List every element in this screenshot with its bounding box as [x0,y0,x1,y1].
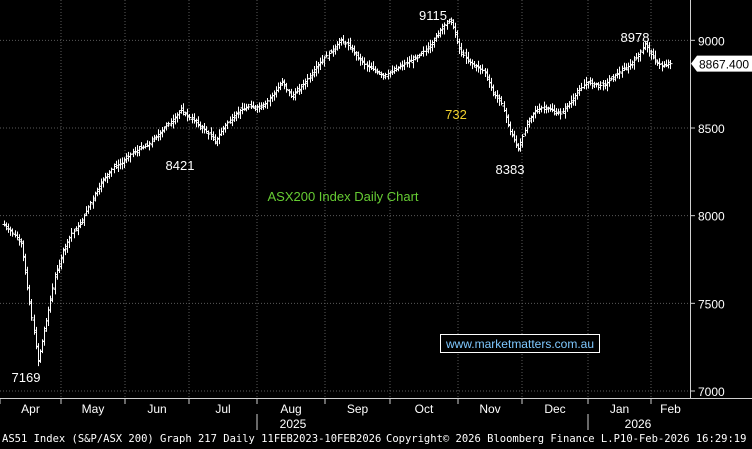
price-annotation: 732 [445,107,467,122]
x-month-label: Jun [147,402,166,416]
x-month-label: May [82,402,105,416]
x-month-label: Feb [660,402,681,416]
chart-title: ASX200 Index Daily Chart [267,189,418,204]
price-annotation: 8383 [496,162,525,177]
price-chart: 7000 7500 8000 8500 9000 Apr May Jun Jul Aug Sep Oc… [0,0,752,431]
price-annotation: 8421 [166,158,195,173]
x-month-label: Apr [21,402,40,416]
price-annotation: 7169 [12,370,41,385]
footer-bar: AS51 Index (S&P/ASX 200) Graph 217 Daily… [0,432,752,449]
x-month-label: Dec [544,402,565,416]
footer-copyright: Copyright© 2026 Bloomberg Finance L.P. [386,433,627,445]
last-price-label: 8867.400 [699,58,749,72]
footer-security: AS51 Index (S&P/ASX 200) Graph 217 Daily… [2,433,382,445]
x-month-label: Oct [415,402,434,416]
x-month-label: Aug [280,402,301,416]
x-month-label: Sep [347,402,369,416]
y-tick-label: 8500 [698,122,725,136]
price-annotation: 9115 [419,8,447,23]
last-price-tag [691,55,752,72]
y-tick-label: 7500 [698,297,725,311]
x-month-label: Jan [610,402,629,416]
footer-timestamp: 10-Feb-2026 16:29:19 [620,433,747,445]
y-tick-label: 7000 [698,385,725,399]
x-month-label: Jul [215,402,230,416]
x-month-label: Nov [479,402,500,416]
year-label: 2025 [280,417,307,431]
watermark-text: www.marketmatters.com.au [445,337,594,351]
y-tick-label: 9000 [698,34,725,48]
watermark-box [440,334,600,353]
price-annotation: 8978 [621,30,650,45]
y-tick-label: 8000 [698,210,725,224]
year-label: 2026 [625,417,652,431]
